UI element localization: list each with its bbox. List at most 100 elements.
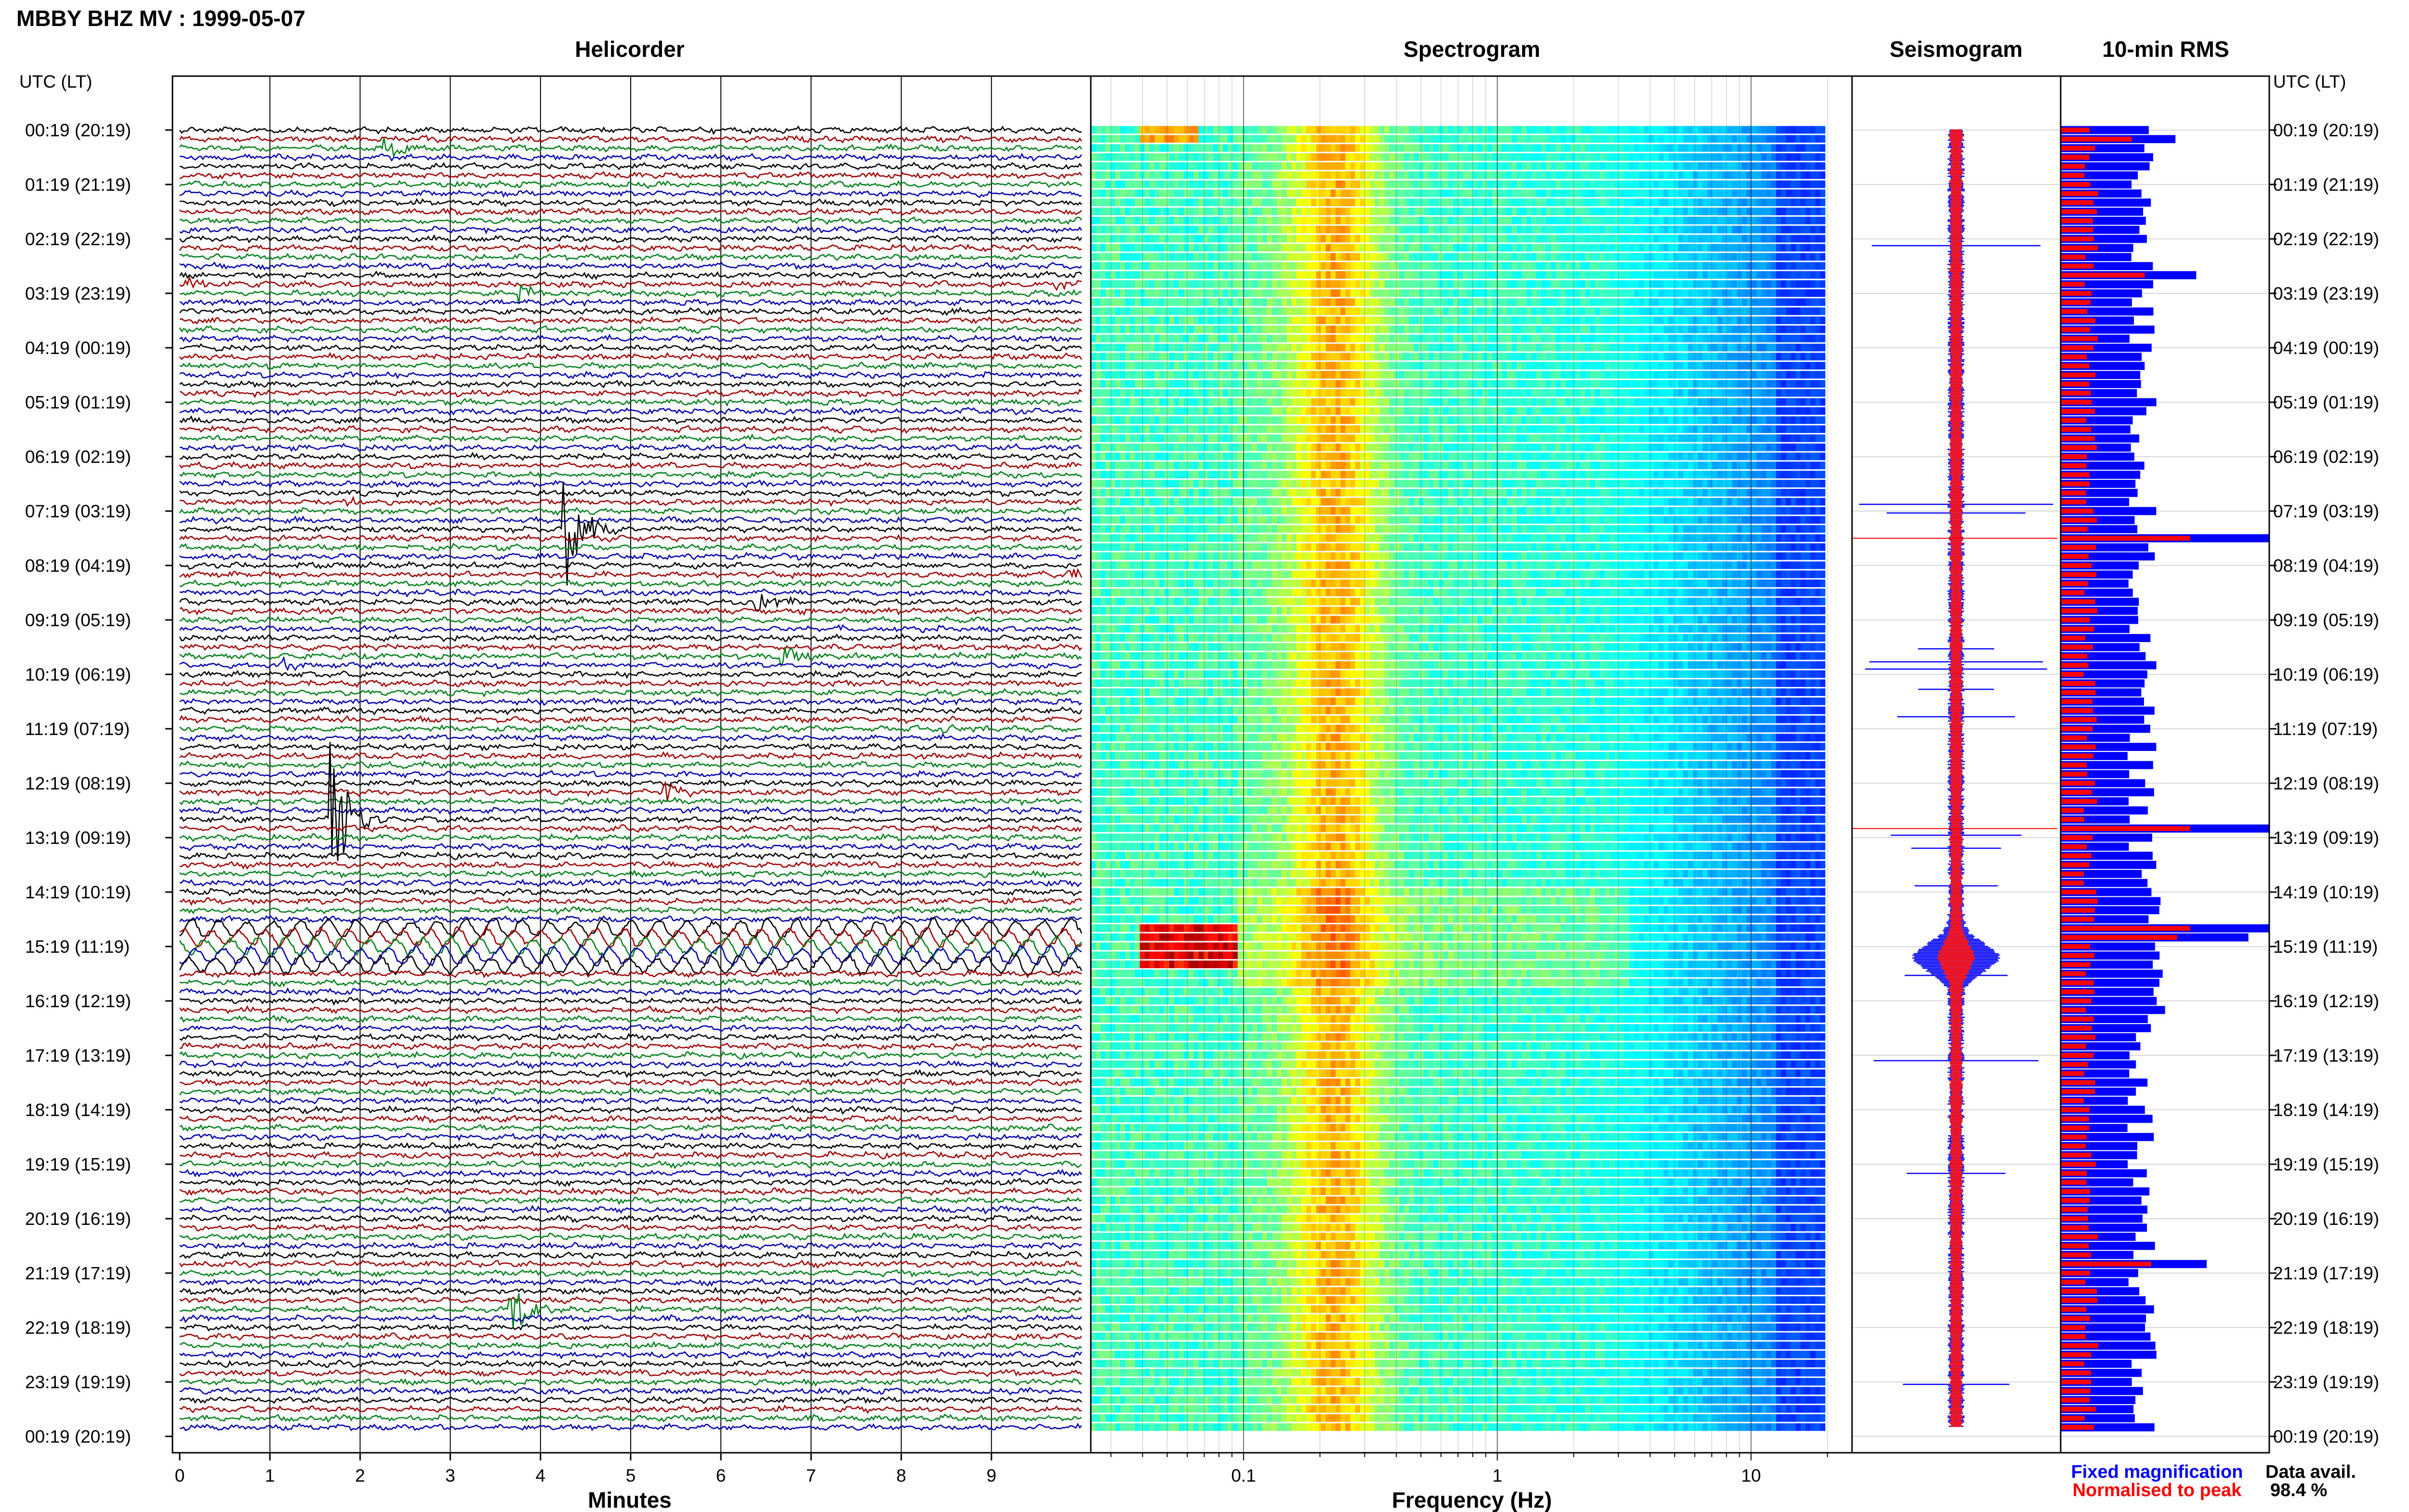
spectrogram-cell — [1233, 198, 1238, 206]
spectrogram-cell — [1634, 144, 1640, 152]
spectrogram-cell — [1331, 298, 1336, 306]
spectrogram-cell — [1379, 262, 1385, 270]
spectrogram-cell — [1600, 144, 1605, 152]
spectrogram-cell — [1639, 335, 1644, 342]
spectrogram-cell — [1286, 217, 1292, 224]
spectrogram-cell — [1458, 262, 1463, 270]
spectrogram-cell — [1522, 135, 1527, 143]
spectrogram-cell — [1115, 344, 1121, 352]
spectrogram-cell — [1174, 235, 1179, 243]
spectrogram-cell — [1379, 298, 1385, 306]
spectrogram-cell — [1492, 208, 1497, 215]
spectrogram-cell — [1478, 289, 1483, 297]
spectrogram-cell — [1512, 362, 1517, 369]
spectrogram-cell — [1277, 316, 1282, 324]
spectrogram-cell — [1375, 362, 1380, 369]
spectrogram-cell — [1766, 389, 1772, 397]
spectrogram-cell — [1605, 153, 1610, 161]
spectrogram-cell — [1130, 289, 1135, 297]
spectrogram-cell — [1742, 353, 1747, 360]
spectrogram-cell — [1096, 189, 1101, 197]
spectrogram-cell — [1590, 253, 1595, 261]
spectrogram-cell — [1091, 371, 1096, 379]
spectrogram-cell — [1184, 226, 1189, 234]
spectrogram-cell — [1292, 362, 1297, 369]
spectrogram-cell — [1184, 353, 1189, 360]
spectrogram-cell — [1634, 244, 1640, 251]
spectrogram-cell — [1301, 289, 1307, 297]
spectrogram-cell — [1517, 162, 1522, 170]
spectrogram-cell — [1399, 307, 1404, 315]
spectrogram-cell — [1473, 126, 1478, 134]
spectrogram-cell — [1556, 407, 1561, 415]
spectrogram-cell — [1791, 208, 1796, 215]
spectrogram-cell — [1414, 235, 1419, 243]
spectrogram-cell — [1375, 135, 1380, 143]
spectrogram-cell — [1766, 171, 1772, 179]
spectrogram-cell — [1610, 380, 1615, 388]
spectrogram-cell — [1639, 217, 1644, 224]
spectrogram-cell — [1174, 181, 1179, 188]
spectrogram-cell — [1424, 335, 1429, 342]
spectrogram-cell — [1140, 362, 1145, 369]
spectrogram-cell — [1712, 262, 1718, 270]
spectrogram-cell — [1409, 353, 1414, 360]
spectrogram-cell — [1600, 335, 1605, 342]
spectrogram-cell — [1752, 398, 1757, 406]
spectrogram-cell — [1703, 407, 1708, 415]
spectrogram-cell — [1619, 307, 1625, 315]
spectrogram-cell — [1340, 126, 1346, 134]
spectrogram-cell — [1580, 298, 1586, 306]
spectrogram-cell — [1644, 253, 1649, 261]
spectrogram-cell — [1757, 189, 1762, 197]
spectrogram-cell — [1815, 135, 1821, 143]
spectrogram-cell — [1111, 380, 1116, 388]
spectrogram-cell — [1213, 416, 1218, 424]
spectrogram-cell — [1776, 398, 1781, 406]
spectrogram-cell — [1340, 198, 1346, 206]
spectrogram-cell — [1526, 162, 1532, 170]
spectrogram-cell — [1145, 253, 1150, 261]
spectrogram-cell — [1419, 217, 1424, 224]
spectrogram-cell — [1678, 189, 1683, 197]
spectrogram-cell — [1463, 162, 1468, 170]
spectrogram-cell — [1811, 335, 1816, 342]
spectrogram-cell — [1541, 244, 1547, 251]
spectrogram-cell — [1478, 407, 1483, 415]
spectrogram-cell — [1106, 380, 1111, 388]
spectrogram-cell — [1522, 289, 1527, 297]
spectrogram-cell — [1453, 389, 1458, 397]
spectrogram-cell — [1654, 244, 1659, 251]
spectrogram-cell — [1100, 144, 1106, 152]
spectrogram-cell — [1100, 398, 1106, 406]
spectrogram-cell — [1316, 280, 1321, 288]
spectrogram-cell — [1580, 262, 1586, 270]
spectrogram-cell — [1316, 335, 1321, 342]
spectrogram-cell — [1771, 135, 1776, 143]
spectrogram-cell — [1331, 371, 1336, 379]
spectrogram-cell — [1571, 335, 1576, 342]
spectrogram-cell — [1551, 298, 1556, 306]
spectrogram-cell — [1179, 398, 1184, 406]
spectrogram-cell — [1154, 244, 1160, 251]
spectrogram-cell — [1566, 344, 1571, 352]
spectrogram-cell — [1566, 307, 1571, 315]
spectrogram-cell — [1664, 407, 1669, 415]
spectrogram-cell — [1150, 416, 1155, 424]
spectrogram-cell — [1551, 407, 1556, 415]
spectrogram-cell — [1590, 162, 1595, 170]
spectrogram-cell — [1497, 316, 1502, 324]
spectrogram-cell — [1424, 371, 1429, 379]
spectrogram-cell — [1776, 316, 1781, 324]
spectrogram-cell — [1595, 289, 1601, 297]
spectrogram-cell — [1306, 307, 1311, 315]
spectrogram-cell — [1541, 307, 1547, 315]
spectrogram-cell — [1267, 407, 1272, 415]
spectrogram-cell — [1448, 235, 1454, 243]
spectrogram-cell — [1316, 298, 1321, 306]
spectrogram-cell — [1106, 326, 1111, 333]
spectrogram-cell — [1282, 380, 1287, 388]
spectrogram-cell — [1189, 262, 1194, 270]
spectrogram-cell — [1311, 335, 1316, 342]
spectrogram-cell — [1277, 307, 1282, 315]
